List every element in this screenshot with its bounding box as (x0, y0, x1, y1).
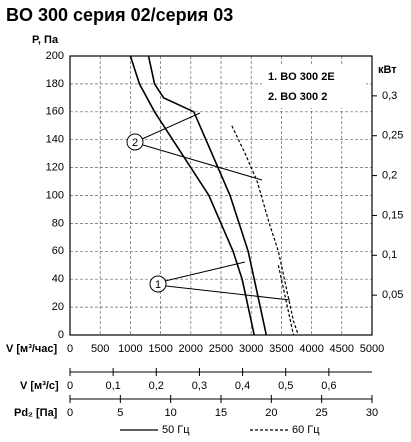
extra-axis-tick-label: 0,4 (235, 380, 250, 392)
curve-label: 1 (155, 279, 161, 291)
extra-axis-tick-label: 30 (366, 407, 378, 419)
curve-label: 2 (132, 137, 138, 149)
y2-tick-label: 0,15 (382, 209, 403, 221)
extra-axis-tick-label: 10 (165, 407, 177, 419)
key-box (262, 66, 366, 108)
y2-tick-label: 0,25 (382, 130, 403, 142)
y-tick-label: 100 (46, 189, 64, 201)
x-tick-label: 500 (91, 343, 109, 355)
extra-axis-tick-label: 0,1 (105, 380, 120, 392)
plot-frame (69, 55, 373, 336)
extra-axis-label: Pd₂ [Па] (14, 407, 58, 419)
y-tick-label: 20 (52, 301, 64, 313)
extra-axis-tick-label: 15 (215, 407, 227, 419)
curve (129, 55, 256, 336)
curve (277, 265, 295, 336)
extra-axis-tick-label: 0 (67, 407, 73, 419)
y-tick-label: 160 (46, 106, 64, 118)
y2-tick-label: 0,1 (382, 249, 397, 261)
extra-axis-tick-label: 20 (265, 407, 277, 419)
curve-label-2: 2 (126, 112, 263, 181)
extra-axis-tick-label: 0,2 (149, 380, 164, 392)
y-tick-label: 80 (52, 217, 64, 229)
x-tick-label: 3500 (269, 343, 293, 355)
x-tick-label: 1000 (118, 343, 142, 355)
y2-tick-label: 0,3 (382, 90, 397, 102)
legend-label: 60 Гц (292, 424, 320, 436)
y-tick-label: 120 (46, 162, 64, 174)
curve (147, 55, 268, 336)
extra-axis-tick-label: 0,6 (321, 380, 336, 392)
chart-title: BO 300 серия 02/серия 03 (6, 5, 233, 25)
y-tick-label: 40 (52, 273, 64, 285)
x-axis-label: V [м³/час] (6, 343, 58, 355)
extra-axis-tick-label: 0 (67, 380, 73, 392)
legend-label: 50 Гц (162, 424, 190, 436)
model-key: 2. BO 300 2 (268, 91, 327, 103)
extra-axis-label: V [м³/с] (20, 380, 59, 392)
model-key: 1. BO 300 2E (268, 71, 335, 83)
x-tick-label: 4500 (330, 343, 354, 355)
y-tick-label: 0 (58, 329, 64, 341)
y-axis-label: P, Па (32, 34, 59, 46)
x-tick-label: 3000 (239, 343, 263, 355)
extra-axis-tick-label: 25 (316, 407, 328, 419)
y-tick-label: 60 (52, 245, 64, 257)
y-tick-label: 140 (46, 134, 64, 146)
extra-axis-tick-label: 0,3 (192, 380, 207, 392)
y-tick-label: 180 (46, 78, 64, 90)
x-tick-label: 2000 (179, 343, 203, 355)
curve (231, 125, 299, 336)
extra-axis-tick-label: 5 (117, 407, 123, 419)
x-tick-label: 4000 (299, 343, 323, 355)
y2-axis-label: кВт (378, 64, 397, 76)
extra-axis-tick-label: 0,5 (278, 380, 293, 392)
x-tick-label: 0 (67, 343, 73, 355)
curve-label-1: 1 (149, 261, 291, 301)
y-tick-label: 200 (46, 50, 64, 62)
x-tick-label: 5000 (360, 343, 384, 355)
x-tick-label: 2500 (209, 343, 233, 355)
x-tick-label: 1500 (148, 343, 172, 355)
y2-tick-label: 0,2 (382, 169, 397, 181)
y2-tick-label: 0,05 (382, 289, 403, 301)
